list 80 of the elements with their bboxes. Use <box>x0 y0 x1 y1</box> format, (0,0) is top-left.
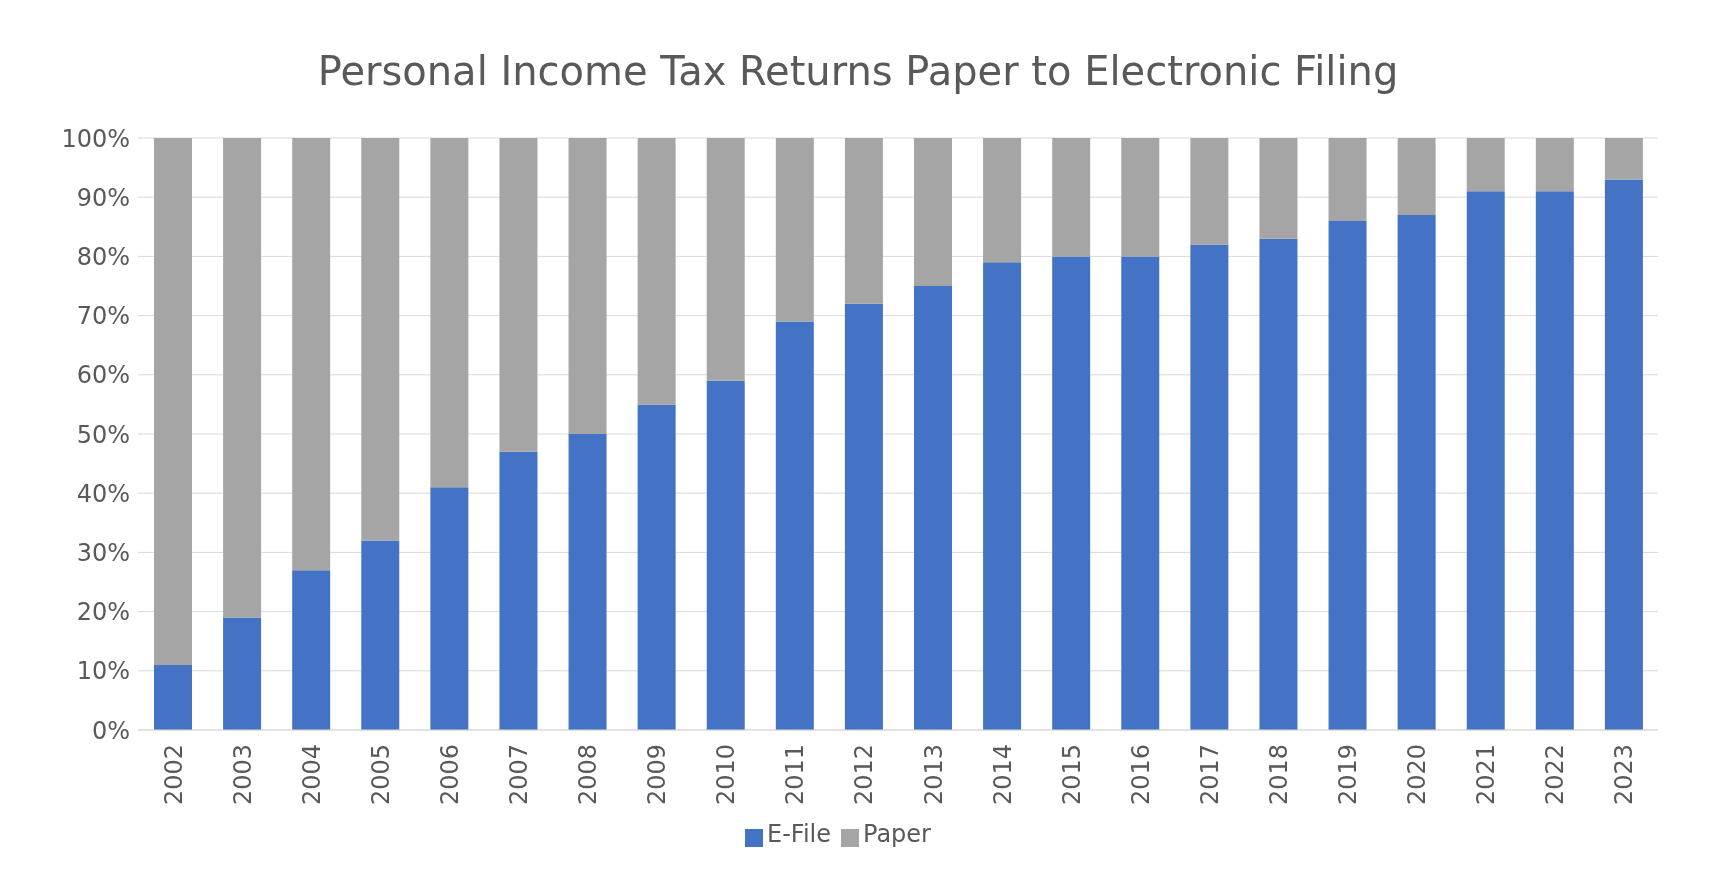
bar <box>223 617 262 730</box>
y-tick-label: 90% <box>76 183 130 212</box>
y-tick-label: 40% <box>76 479 130 508</box>
bar <box>637 404 676 730</box>
bar <box>1604 179 1643 730</box>
x-tick-label: 2017 <box>1195 744 1224 806</box>
bar <box>154 138 192 665</box>
x-tick-label: 2006 <box>435 744 464 806</box>
legend-label: E-File <box>767 820 831 848</box>
x-tick-label: 2015 <box>1057 744 1086 806</box>
y-tick-label: 80% <box>76 242 130 271</box>
x-tick-label: 2003 <box>228 744 257 806</box>
bar <box>706 380 745 730</box>
bar <box>1535 191 1574 730</box>
bar <box>1397 138 1436 215</box>
bar <box>154 664 192 730</box>
x-tick-label: 2005 <box>366 744 395 806</box>
x-tick-label: 2020 <box>1403 744 1432 806</box>
bar <box>1190 244 1229 730</box>
x-tick-label: 2002 <box>159 744 188 806</box>
bar <box>983 262 1022 730</box>
bar <box>1466 138 1505 192</box>
bar <box>361 138 400 541</box>
y-tick-label: 10% <box>76 657 130 686</box>
x-tick-label: 2010 <box>712 744 741 806</box>
bar <box>568 138 607 434</box>
bar <box>1121 138 1160 257</box>
x-tick-label: 2021 <box>1472 744 1501 806</box>
bar <box>1328 138 1367 221</box>
bar <box>499 138 538 452</box>
y-tick-label: 50% <box>76 420 130 449</box>
bar <box>844 138 883 304</box>
bar <box>914 286 952 730</box>
x-tick-label: 2012 <box>850 744 879 806</box>
x-tick-label: 2013 <box>919 744 948 806</box>
x-tick-label: 2019 <box>1334 744 1363 806</box>
y-tick-label: 0% <box>91 716 130 745</box>
x-tick-label: 2018 <box>1265 744 1294 806</box>
bar <box>1535 138 1574 192</box>
bar <box>1259 138 1298 239</box>
bar <box>292 570 331 730</box>
bar <box>1259 238 1298 730</box>
bar <box>844 303 883 730</box>
bar <box>568 434 607 730</box>
bar <box>1466 191 1505 730</box>
x-tick-label: 2007 <box>505 744 534 806</box>
bar <box>1052 256 1091 730</box>
bar <box>1604 138 1643 180</box>
y-tick-label: 60% <box>76 361 130 390</box>
bar <box>361 540 400 730</box>
y-tick-label: 100% <box>61 124 130 153</box>
bar <box>292 138 331 571</box>
bar <box>499 451 538 730</box>
bar <box>706 138 745 381</box>
bar <box>1121 256 1160 730</box>
x-tick-label: 2009 <box>643 744 672 806</box>
bar <box>983 138 1022 263</box>
x-tick-label: 2011 <box>781 744 810 806</box>
bar <box>1328 220 1367 730</box>
x-tick-label: 2004 <box>297 744 326 806</box>
bar <box>775 138 814 322</box>
x-tick-label: 2023 <box>1610 744 1639 806</box>
bar <box>223 138 262 618</box>
x-tick-label: 2016 <box>1126 744 1155 806</box>
bar <box>775 321 814 730</box>
bar <box>430 138 469 488</box>
x-tick-label: 2014 <box>988 744 1017 806</box>
x-tick-label: 2022 <box>1541 744 1570 806</box>
y-tick-label: 20% <box>76 598 130 627</box>
legend-label: Paper <box>863 820 931 848</box>
x-tick-label: 2008 <box>574 744 603 806</box>
bar <box>1052 138 1091 257</box>
bar <box>914 138 952 286</box>
bar <box>637 138 676 405</box>
y-tick-label: 30% <box>76 538 130 567</box>
bar <box>1397 214 1436 730</box>
bar <box>430 487 469 730</box>
bar <box>1190 138 1229 245</box>
y-tick-label: 70% <box>76 302 130 331</box>
chart-title: Personal Income Tax Returns Paper to Electronic Filing <box>316 47 1400 96</box>
